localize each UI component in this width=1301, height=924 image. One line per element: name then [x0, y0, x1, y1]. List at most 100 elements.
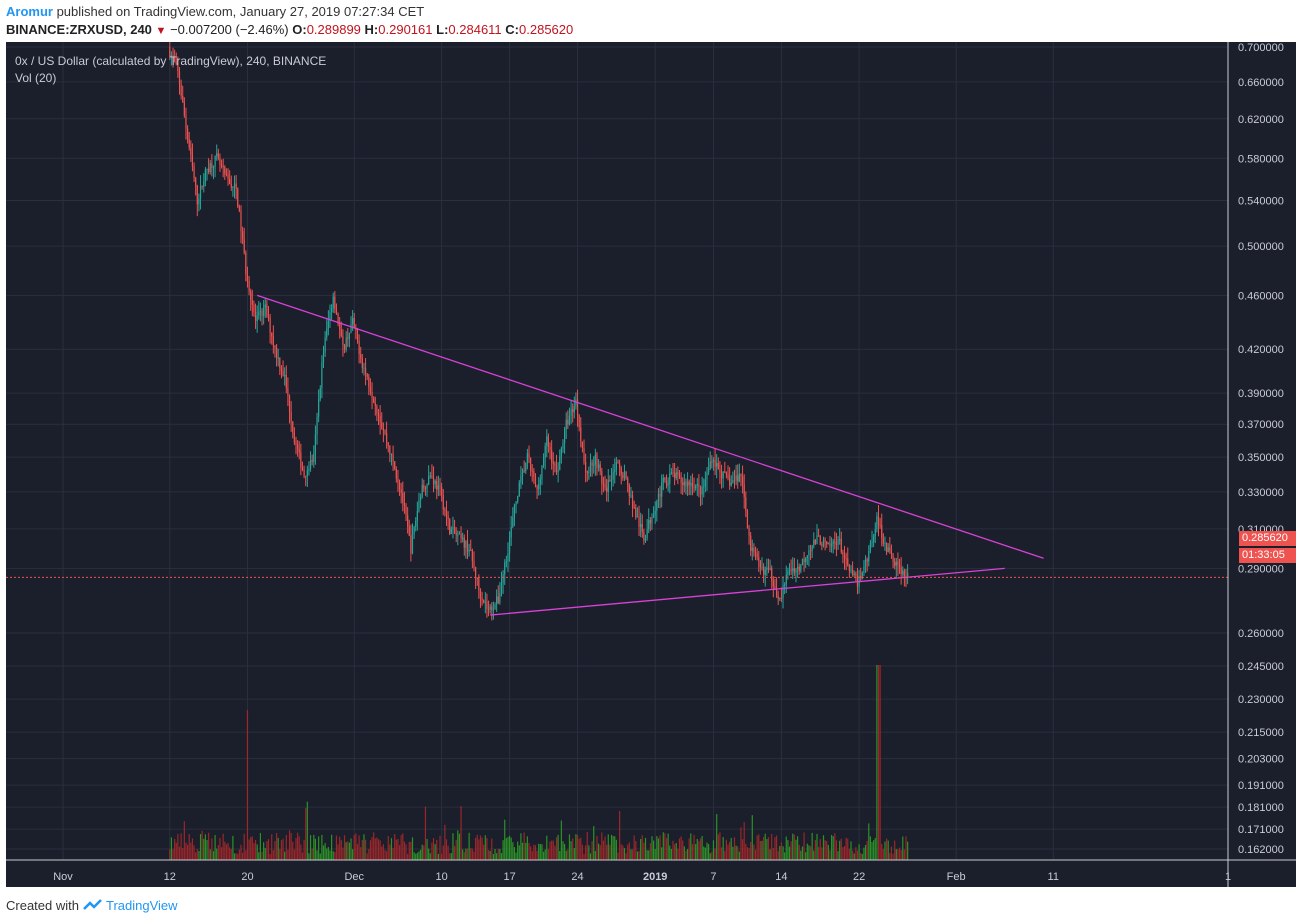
candle-body: [837, 539, 839, 546]
candle-body: [520, 475, 522, 483]
candle-body: [339, 323, 341, 330]
volume-bar: [238, 849, 240, 860]
price-chart[interactable]: 0.700000 0.660000 0.620000 0.580000 0.540000…: [6, 42, 1296, 887]
volume-bar: [227, 842, 229, 860]
volume-bar: [596, 835, 598, 860]
volume-bar: [826, 841, 828, 860]
volume-bar: [774, 837, 776, 860]
volume-bar: [725, 839, 728, 860]
volume-bar: [644, 837, 647, 860]
volume-bar: [630, 849, 632, 860]
volume-bar: [332, 851, 334, 860]
candle-body: [261, 310, 263, 316]
volume-bar: [627, 844, 629, 860]
close-label: C:: [505, 22, 520, 37]
candle-body: [225, 173, 228, 175]
volume-bar: [743, 822, 745, 860]
candle-body: [403, 502, 406, 506]
volume-bar: [398, 845, 401, 860]
volume-bar: [576, 834, 579, 860]
volume-bar: [754, 849, 757, 860]
volume-bar: [290, 832, 292, 860]
price-tick-label: 0.540000: [1238, 196, 1284, 208]
candle-body: [651, 517, 653, 524]
time-tick-label: 11: [1048, 871, 1059, 883]
volume-bar: [219, 837, 221, 860]
volume-bar: [460, 806, 462, 860]
volume-bar: [775, 835, 778, 860]
candle-body: [186, 128, 189, 140]
chart-panel[interactable]: 0.700000 0.660000 0.620000 0.580000 0.540000…: [6, 42, 1296, 887]
candle-body: [848, 564, 850, 572]
candle-body: [758, 557, 760, 561]
volume-bar: [869, 836, 872, 860]
candle-body: [866, 559, 868, 562]
volume-bar: [780, 842, 783, 860]
volume-bar: [314, 838, 317, 860]
candle-body: [390, 453, 393, 455]
price-axis[interactable]: 0.700000 0.660000 0.620000 0.580000 0.540000…: [1238, 42, 1284, 856]
candle-body: [884, 542, 886, 544]
volume-bar: [633, 835, 635, 860]
candle-body: [640, 524, 642, 528]
volume-bar: [355, 833, 357, 860]
volume-bar: [907, 841, 909, 860]
candle-body: [623, 471, 626, 478]
candle-body: [316, 416, 318, 435]
candle-body: [476, 578, 478, 580]
candle-body: [432, 477, 435, 485]
candle-body: [235, 183, 237, 189]
candle-body: [596, 454, 598, 468]
candle-body: [356, 330, 359, 341]
time-tick-label: 14: [775, 871, 787, 883]
candle-body: [609, 480, 611, 482]
candle-body: [271, 332, 273, 337]
volume-bar: [390, 838, 393, 860]
volume-bar: [575, 834, 577, 860]
volume-bar: [508, 835, 511, 860]
author-name[interactable]: Aromur: [6, 4, 53, 19]
candle-body: [238, 206, 240, 211]
candle-body: [193, 166, 195, 179]
candles: [169, 42, 909, 621]
volume-bar: [894, 840, 896, 860]
volume-bar: [201, 830, 203, 860]
volume-bar: [615, 839, 617, 860]
volume-bar: [675, 842, 677, 860]
candle-body: [894, 562, 896, 566]
volume-bar: [230, 848, 232, 860]
candle-body: [394, 460, 396, 469]
time-axis[interactable]: Nov 12 20 Dec 10 17 24 2019 7 14 22 Feb 11 1: [53, 871, 1231, 883]
candle-body: [373, 398, 375, 403]
volume-bar: [377, 839, 380, 860]
candle-body: [745, 497, 747, 512]
volume-bar: [235, 853, 237, 860]
candle-body: [903, 570, 905, 577]
candle-body: [784, 584, 786, 586]
trendline: [490, 567, 1005, 616]
candle-body: [787, 571, 789, 575]
volume-bar: [395, 839, 397, 860]
candle-body: [619, 463, 621, 468]
candle-body: [750, 535, 752, 551]
candle-body: [489, 606, 491, 610]
candle-body: [449, 519, 451, 534]
tradingview-brand[interactable]: TradingView: [106, 898, 178, 913]
candle-body: [267, 315, 270, 318]
volume-bar: [601, 832, 603, 860]
down-arrow-icon: ▼: [155, 25, 167, 37]
candle-body: [703, 486, 705, 488]
volume-bar: [371, 837, 373, 860]
volume-bar: [415, 853, 417, 860]
candle-body: [203, 181, 205, 187]
volume-bar: [277, 837, 279, 860]
candle-body: [525, 462, 527, 472]
volume-bar: [505, 838, 507, 860]
volume-bar: [486, 838, 488, 860]
candle-body: [453, 527, 456, 534]
candle-body: [381, 422, 383, 428]
candle-body: [182, 96, 184, 103]
trendlines[interactable]: [256, 294, 1044, 616]
volume-bar: [708, 844, 710, 860]
volume-bar: [562, 841, 564, 860]
